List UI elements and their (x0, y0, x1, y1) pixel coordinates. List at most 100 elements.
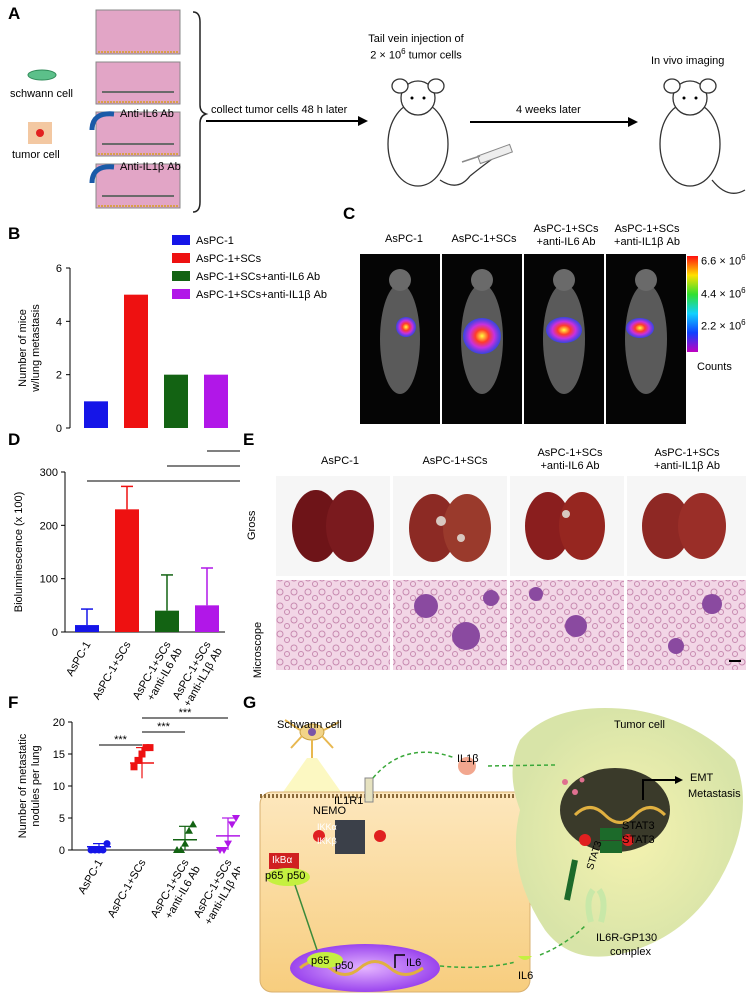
svg-text:w/lung metastasis: w/lung metastasis (30, 304, 42, 393)
g-ikba-label: IkBα (272, 855, 293, 866)
mouse-illustration (387, 78, 506, 187)
mouse-image-1 (360, 254, 440, 424)
c-col-1: AsPC-1 (385, 233, 423, 245)
il1r1-receptor (364, 777, 374, 803)
panel-a-diagram (27, 9, 746, 213)
micro-image-3 (510, 580, 624, 670)
e-row-micro: Microscope (252, 621, 264, 679)
c-col-4: AsPC-1+SCs +anti-IL1β Ab (614, 223, 680, 248)
legend-entry: AsPC-1 (196, 235, 234, 247)
svg-text:AsPC-1: AsPC-1 (64, 640, 93, 679)
data-point (228, 821, 236, 829)
anti-il6-label: Anti-IL6 Ab (120, 108, 174, 120)
culture-well-3 (95, 111, 181, 157)
g-nemo-label: NEMO (313, 805, 346, 817)
g-p65-nuc-label: p65 (311, 955, 330, 967)
significance-label: *** (157, 721, 171, 733)
mouse-image-4 (606, 254, 686, 424)
data-point (130, 763, 138, 771)
g-il1b-label: IL1β (457, 753, 479, 765)
data-point (134, 756, 142, 764)
p65-p50-nuclear (307, 952, 343, 968)
y-tick-label: 10 (53, 781, 65, 793)
bar-2 (115, 509, 139, 632)
il6r-gp130-receptor (585, 888, 607, 923)
bar-4 (195, 605, 219, 632)
phospho-icon (313, 830, 325, 842)
g-ikkb-label: IKKβ (317, 836, 337, 846)
mouse-illustration (659, 78, 746, 194)
significance-label: *** (179, 707, 193, 719)
g-tumor-label: Tumor cell (614, 719, 665, 731)
arrow-transcription (642, 779, 675, 800)
legend-entry: AsPC-1+SCs (196, 253, 262, 265)
e-row-gross: Gross (246, 510, 258, 540)
ikba-box (269, 853, 299, 869)
data-point (185, 826, 193, 834)
panel-g-diagram (259, 708, 743, 993)
data-point (189, 820, 197, 828)
bar-2 (124, 294, 148, 428)
curved-arrow-icon (89, 111, 115, 131)
y-axis-label: Number of mice w/lung metastasis (17, 304, 42, 393)
weeks-label: 4 weeks later (516, 104, 581, 116)
injection-line1: Tail vein injection of (368, 33, 464, 45)
y-tick-label: 0 (52, 627, 58, 639)
y-tick-label: 6 (56, 263, 62, 275)
g-p65-label: p65 (265, 870, 284, 882)
micro-image-1 (276, 580, 390, 670)
data-point (99, 846, 107, 854)
g-stat3-label-1: STAT3 (622, 820, 655, 832)
gross-lung-3 (510, 476, 624, 576)
y-tick-label: 0 (59, 845, 65, 857)
mouse-image-2 (442, 254, 522, 424)
svg-text:Number of mice: Number of mice (17, 309, 29, 387)
bracket (192, 11, 209, 213)
g-il6-gene-label: IL6 (406, 957, 422, 969)
color-scale-bar (687, 256, 698, 352)
imaging-label: In vivo imaging (651, 55, 725, 67)
panel-label-g: G (243, 693, 257, 712)
panel-label-e: E (243, 430, 255, 449)
scale-tick-3: 2.2 × 106 (701, 318, 746, 333)
panel-label-a: A (8, 4, 21, 23)
y-tick-label: 300 (40, 467, 58, 479)
bar-4 (204, 374, 228, 428)
y-tick-label: 15 (53, 749, 65, 761)
e-col-3: AsPC-1+SCs +anti-IL6 Ab (537, 447, 603, 472)
gross-lung-4 (627, 476, 746, 576)
panel-label-d: D (8, 430, 21, 449)
y-tick-label: 0 (56, 423, 62, 435)
bar-3 (155, 610, 179, 632)
svg-text:AsPC-1: AsPC-1 (76, 858, 105, 897)
c-col-3: AsPC-1+SCs +anti-IL6 Ab (533, 223, 599, 248)
x-tick-label: AsPC-1 (64, 640, 93, 679)
micro-image-2 (393, 580, 507, 670)
g-schwann-label: Schwann cell (277, 719, 342, 731)
y-tick-label: 20 (53, 717, 65, 729)
stat3-monomer (564, 859, 578, 901)
arrow-il6-to-receptor (539, 925, 586, 956)
chart-d: 0 100 200 300 Bioluminescence (x 100) AsPC-1A… (13, 450, 240, 705)
micro-image-4 (627, 580, 746, 670)
g-p50-nuc-label: p50 (335, 960, 354, 972)
scale-tick-2: 4.4 × 106 (701, 286, 746, 301)
c-col-2: AsPC-1+SCs (451, 233, 517, 245)
g-ikka-label: IKKα (317, 822, 337, 832)
legend-swatch (172, 271, 190, 281)
stat3-dimer (600, 841, 622, 853)
arrow-il6-secretion (439, 961, 516, 969)
scale-unit: Counts (697, 361, 732, 373)
y-axis-label: Number of metastatic nodules per lung (17, 733, 42, 838)
scale-tick-1: 6.6 × 106 (701, 253, 746, 268)
y-axis-label: Bioluminescence (x 100) (13, 492, 25, 612)
x-tick-label: AsPC-1+SCs (106, 857, 149, 920)
phospho-icon (579, 834, 591, 846)
g-stat3-label-2: STAT3 (622, 834, 655, 846)
e-col-2: AsPC-1+SCs (422, 455, 488, 467)
bar-1 (75, 625, 99, 632)
culture-well-4 (95, 163, 181, 209)
arrow-il1b-to-receptor (372, 751, 456, 779)
ikk-complex (335, 820, 365, 854)
mouse-image-3 (524, 254, 604, 424)
